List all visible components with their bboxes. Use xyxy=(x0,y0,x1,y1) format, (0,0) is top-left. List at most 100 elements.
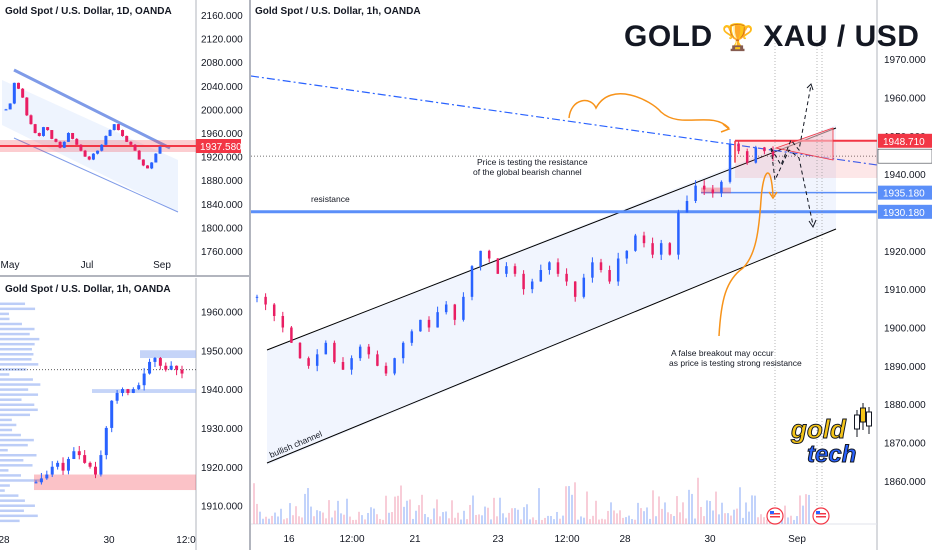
daily-y-tick: 1800.000 xyxy=(201,223,243,234)
volume-bar xyxy=(721,502,723,524)
daily-chart-panel[interactable]: 2160.000 2120.000 2080.000 2040.000 2000.000… xyxy=(0,0,250,275)
main-y-tick: 1860.000 xyxy=(884,477,926,488)
volume-bar xyxy=(724,513,726,524)
main-candle xyxy=(350,358,353,370)
main-candle xyxy=(307,358,310,366)
volume-bar xyxy=(262,518,264,524)
volume-bar xyxy=(331,517,333,524)
volume-bar xyxy=(808,494,810,524)
main-candle xyxy=(427,319,431,328)
daily-lower-channel-line xyxy=(13,137,179,213)
volume-bar xyxy=(283,519,285,524)
volume-profile-bar xyxy=(0,453,37,457)
volume-profile-bar xyxy=(0,327,35,331)
daily-candle xyxy=(129,141,133,145)
daily-candle xyxy=(133,144,137,151)
volume-bar xyxy=(655,516,657,524)
small-hourly-chart-title: Gold Spot / U.S. Dollar, 1h, OANDA xyxy=(5,284,171,295)
volume-profile-bar xyxy=(0,302,26,306)
volume-profile-bar xyxy=(0,509,24,513)
volume-bar xyxy=(301,517,303,524)
volume-bar xyxy=(385,495,387,524)
volume-bar xyxy=(505,517,507,524)
volume-bar xyxy=(370,507,372,524)
main-candle xyxy=(651,243,654,255)
small-hourly-chart-panel[interactable]: 1960.000 1950.000 1940.000 1930.000 1920.000… xyxy=(0,278,250,550)
logo-candle xyxy=(854,414,860,430)
volume-bar xyxy=(796,516,798,524)
main-candle xyxy=(462,296,465,320)
daily-chart[interactable]: 2160.000 2120.000 2080.000 2040.000 2000.000… xyxy=(0,0,250,275)
volume-bar xyxy=(757,517,759,524)
volume-bar xyxy=(343,514,345,524)
volume-bar xyxy=(673,516,675,524)
daily-candle xyxy=(108,130,112,136)
daily-price-tag-label: 1937.580 xyxy=(200,142,242,153)
volume-bar xyxy=(691,493,693,524)
daily-candle xyxy=(125,135,129,142)
volume-profile-bar xyxy=(0,398,22,401)
small-hourly-chart[interactable]: 1960.000 1950.000 1940.000 1930.000 1920.000… xyxy=(0,278,250,550)
volume-bar xyxy=(703,516,705,524)
daily-y-tick: 1840.000 xyxy=(201,200,243,211)
main-chart-panel[interactable]: resistance Price is testing the resistanc… xyxy=(251,0,932,550)
volume-bar xyxy=(736,508,738,524)
volume-bar xyxy=(487,507,489,524)
volume-bar xyxy=(544,517,546,524)
daily-candle xyxy=(54,138,58,142)
volume-profile-bar xyxy=(0,388,29,391)
note-testing-resistance-line1: Price is testing the resistance xyxy=(477,157,588,167)
orange-arrow-top xyxy=(568,93,730,129)
volume-bar xyxy=(592,515,594,524)
main-candle xyxy=(608,270,611,282)
volume-bar xyxy=(697,477,699,524)
main-x-tick: 30 xyxy=(704,534,716,545)
volume-profile-bar xyxy=(0,418,12,422)
volume-bar xyxy=(712,510,714,524)
volume-bar xyxy=(595,500,597,524)
volume-bar xyxy=(661,508,663,524)
daily-candle xyxy=(46,127,50,131)
main-candle xyxy=(264,296,267,305)
vertical-divider[interactable] xyxy=(249,0,251,550)
volume-bar xyxy=(403,506,405,524)
daily-candle xyxy=(29,115,33,125)
daily-y-tick: 2040.000 xyxy=(201,82,243,93)
breakout-triangle xyxy=(774,127,834,161)
horizontal-divider[interactable] xyxy=(0,275,250,277)
small-candle xyxy=(61,462,65,471)
flag-canton xyxy=(770,511,774,514)
volume-profile-bar xyxy=(0,368,27,371)
small-y-tick: 1960.000 xyxy=(201,307,243,318)
small-candle xyxy=(50,466,54,475)
daily-candle xyxy=(21,88,25,98)
main-chart[interactable]: resistance Price is testing the resistanc… xyxy=(251,0,932,550)
volume-bar xyxy=(646,507,648,524)
main-candle xyxy=(745,151,749,163)
volume-bar xyxy=(700,506,702,524)
volume-bar xyxy=(745,502,747,524)
volume-bar xyxy=(277,516,279,524)
main-candle xyxy=(470,266,474,297)
volume-bar xyxy=(361,515,363,524)
volume-profile-bar xyxy=(0,428,13,432)
volume-profile-bar xyxy=(0,448,8,452)
arrowhead-down xyxy=(808,219,817,229)
small-candle xyxy=(164,365,168,370)
volume-bar xyxy=(652,490,654,524)
price-tag-label-support: 1930.180 xyxy=(883,208,925,219)
volume-profile-bar xyxy=(0,332,30,336)
volume-bar xyxy=(637,502,639,524)
small-candle xyxy=(93,466,97,475)
main-candle xyxy=(281,316,285,328)
daily-candle xyxy=(66,133,70,142)
small-candle xyxy=(142,373,146,386)
small-candle xyxy=(126,389,130,393)
daily-y-tick: 2000.000 xyxy=(201,105,243,116)
volume-bar xyxy=(298,516,300,524)
main-candle xyxy=(677,212,680,255)
bullish-channel-fill xyxy=(267,125,836,465)
volume-bar xyxy=(322,512,324,524)
volume-bar xyxy=(577,519,579,524)
volume-profile-bar xyxy=(0,423,17,427)
